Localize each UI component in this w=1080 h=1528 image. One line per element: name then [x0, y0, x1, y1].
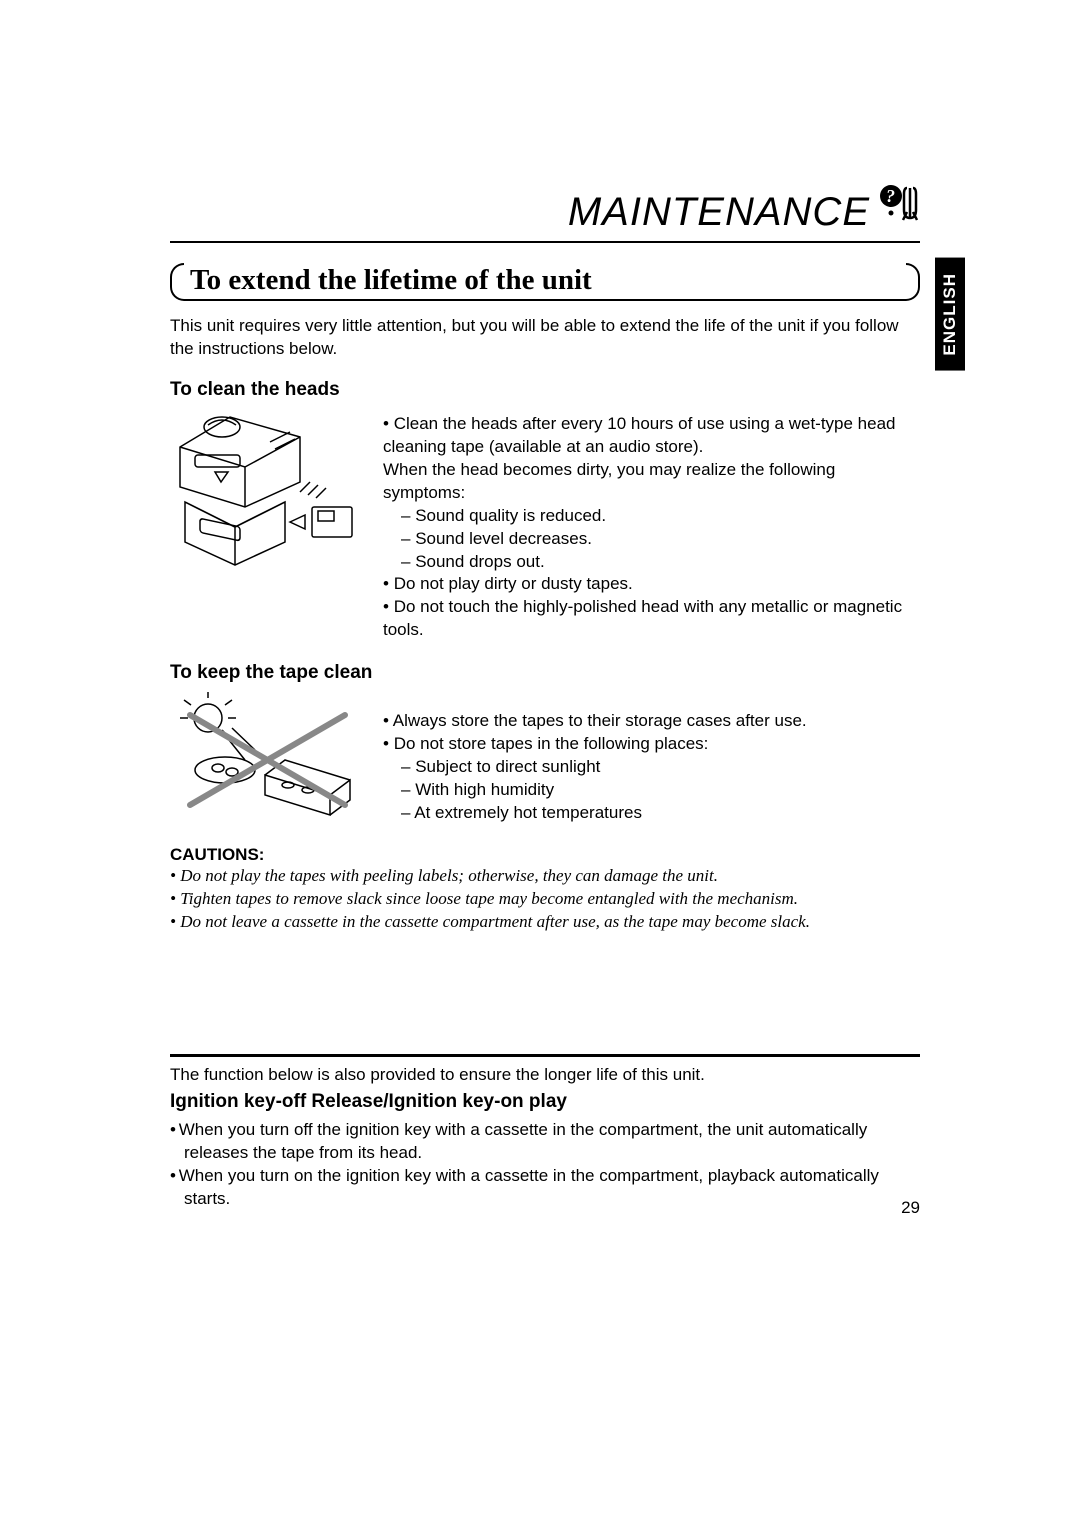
- ignition-intro: The function below is also provided to e…: [170, 1065, 920, 1085]
- clean-heads-content: Clean the heads after every 10 hours of …: [383, 407, 920, 642]
- language-tab: ENGLISH: [935, 258, 965, 371]
- list-item: Sound drops out.: [383, 551, 920, 574]
- clean-heads-subhead: To clean the heads: [170, 379, 920, 401]
- bracket-right: [906, 263, 920, 301]
- keep-tape-subhead: To keep the tape clean: [170, 662, 920, 684]
- list-item: Subject to direct sunlight: [383, 756, 920, 779]
- section-heading-box: To extend the lifetime of the unit: [170, 263, 920, 301]
- keep-tape-content: Always store the tapes to their storage …: [383, 690, 920, 825]
- title-text: MAINTENANCE: [568, 190, 870, 234]
- list-item: Do not leave a cassette in the cassette …: [170, 911, 920, 934]
- list-item: When you turn off the ignition key with …: [170, 1119, 920, 1165]
- cautions-list: Do not play the tapes with peeling label…: [170, 865, 920, 934]
- list-item: Do not play the tapes with peeling label…: [170, 865, 920, 888]
- list-item: When you turn on the ignition key with a…: [170, 1165, 920, 1211]
- svg-text:?: ?: [886, 186, 896, 206]
- list-item: Do not store tapes in the following plac…: [383, 733, 920, 756]
- list-item: Sound level decreases.: [383, 528, 920, 551]
- ignition-subhead: Ignition key-off Release/Ignition key-on…: [170, 1091, 920, 1113]
- page-number: 29: [901, 1198, 920, 1218]
- list-item: Clean the heads after every 10 hours of …: [383, 413, 920, 505]
- bracket-left: [170, 263, 184, 301]
- list-item: Tighten tapes to remove slack since loos…: [170, 888, 920, 911]
- ignition-list: When you turn off the ignition key with …: [170, 1119, 920, 1211]
- page-title: MAINTENANCE ?: [170, 190, 920, 235]
- keep-tape-illustration: [170, 690, 365, 825]
- list-item: Do not play dirty or dusty tapes.: [383, 573, 920, 596]
- divider: [170, 1054, 920, 1057]
- keep-tape-row: Always store the tapes to their storage …: [170, 690, 920, 825]
- cautions-heading: CAUTIONS:: [170, 845, 920, 865]
- list-item: Do not touch the highly-polished head wi…: [383, 596, 920, 642]
- intro-text: This unit requires very little attention…: [170, 315, 920, 361]
- title-rule: [170, 241, 920, 243]
- list-item: With high humidity: [383, 779, 920, 802]
- list-item: Sound quality is reduced.: [383, 505, 920, 528]
- list-item: At extremely hot temperatures: [383, 802, 920, 825]
- list-item: Always store the tapes to their storage …: [383, 710, 920, 733]
- help-icon: ?: [877, 182, 925, 240]
- section-heading: To extend the lifetime of the unit: [184, 264, 906, 301]
- clean-heads-illustration: [170, 407, 365, 642]
- clean-heads-row: Clean the heads after every 10 hours of …: [170, 407, 920, 642]
